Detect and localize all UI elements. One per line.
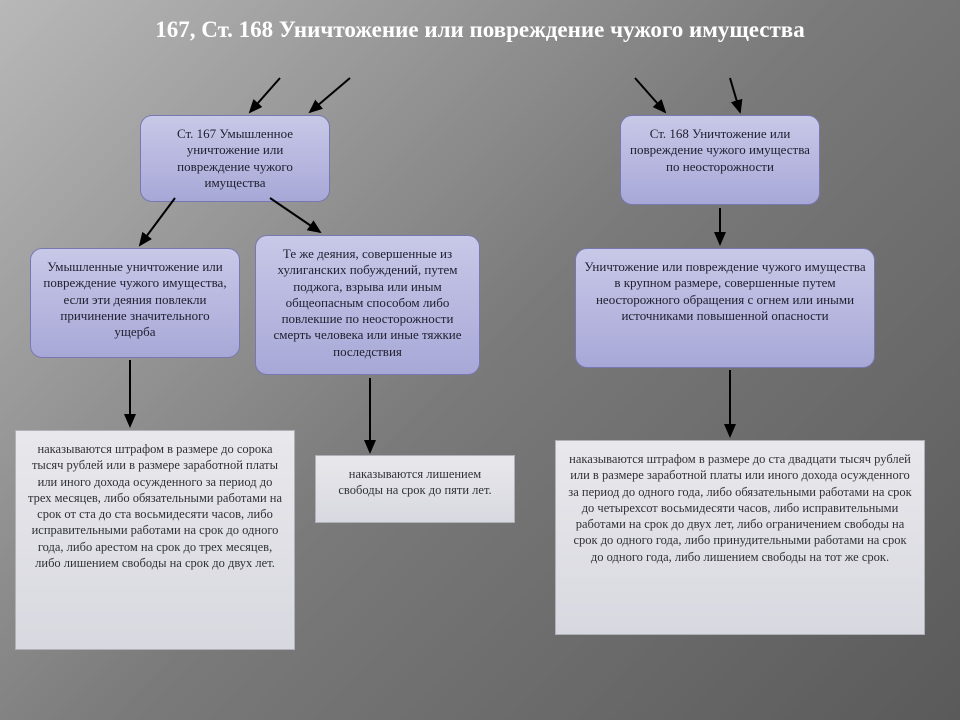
node-167-case-a: Умышленные уничтожение или повреждение ч… [30, 248, 240, 358]
page-title: 167, Ст. 168 Уничтожение или повреждение… [0, 0, 960, 55]
node-167-case-b: Те же деяния, совершенные из хулиганских… [255, 235, 480, 375]
penalty-box-3: наказываются штрафом в размере до ста дв… [555, 440, 925, 635]
penalty-box-1: наказываются штрафом в размере до сорока… [15, 430, 295, 650]
node-article-167: Ст. 167 Умышленное уничтожение или повре… [140, 115, 330, 202]
node-article-168: Ст. 168 Уничтожение или повреждение чужо… [620, 115, 820, 205]
penalty-box-2: наказываются лишением свободы на срок до… [315, 455, 515, 523]
node-168-case-a: Уничтожение или повреждение чужого имуще… [575, 248, 875, 368]
